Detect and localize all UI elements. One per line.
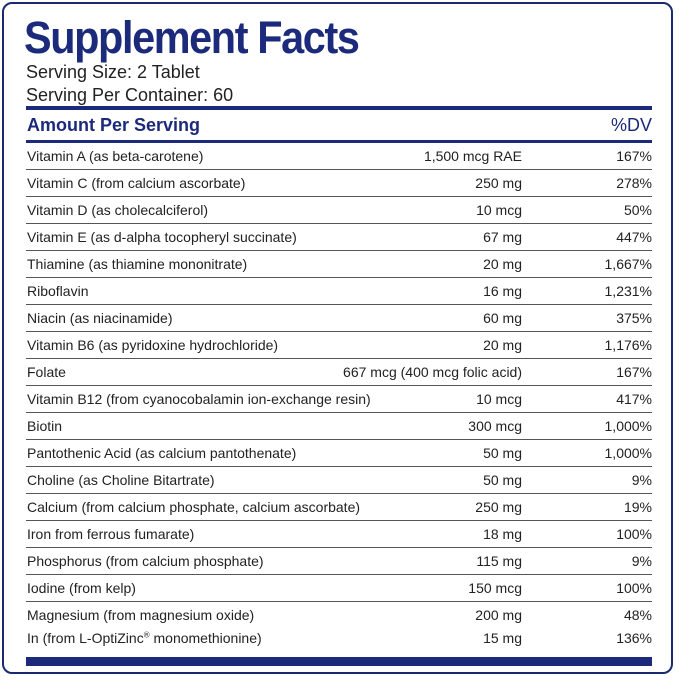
servings-per-container: Serving Per Container: 60 [26,85,234,105]
table-row: Vitamin E (as d-alpha tocopheryl succina… [26,224,652,251]
nutrient-name: Phosphorus (from calcium phosphate) [27,553,264,569]
nutrient-amount: 115 mg [476,553,522,569]
table-row: Magnesium (from magnesium oxide) 200 mg 48… [26,602,652,625]
nutrient-dv: 1,176% [604,337,652,353]
table-row: Phosphorus (from calcium phosphate) 115 m… [26,548,652,575]
nutrient-amount: 300 mcg [468,418,522,434]
nutrient-dv: 1,667% [604,256,652,272]
nutrient-amount: 250 mg [475,175,522,191]
serving-size: Serving Size: 2 Tablet [26,62,200,82]
nutrient-name: Magnesium (from magnesium oxide) [27,607,255,623]
nutrient-name: Vitamin E (as d-alpha tocopheryl succina… [27,229,297,245]
nutrient-amount: 20 mg [483,337,522,353]
bottom-bar [26,657,652,666]
nutrient-name: Vitamin B12 (from cyanocobalamin ion-exc… [27,391,371,407]
nutrient-name: In (from L-OptiZinc® monomethionine) [27,630,262,646]
nutrient-dv: 48% [623,607,652,623]
nutrient-amount: 60 mg [483,310,522,326]
nutrient-dv: 447% [616,229,652,245]
page-title: Supplement Facts [24,12,360,63]
nutrient-name: Iron from ferrous fumarate) [27,526,195,542]
nutrient-dv: 19% [623,499,652,515]
nutrient-dv: 375% [616,310,652,326]
nutrient-name: Niacin (as niacinamide) [27,310,173,326]
nutrient-dv: 9% [631,553,652,569]
nutrient-amount: 150 mcg [468,580,522,596]
table-row: Iron from ferrous fumarate) 18 mg 100% [26,521,652,548]
nutrient-name: Calcium (from calcium phosphate, calcium… [27,499,361,515]
table-row: Vitamin B12 (from cyanocobalamin ion-exc… [26,386,652,413]
nutrient-amount: 15 mg [483,630,522,646]
table-row: Pantothenic Acid (as calcium pantothenat… [26,440,652,467]
nutrient-name: Riboflavin [27,283,89,299]
nutrient-name: Iodine (from kelp) [27,580,136,596]
table-row: Vitamin A (as beta-carotene) 1,500 mcg RA… [26,143,652,170]
nutrient-dv: 100% [616,526,652,542]
table-row: Iodine (from kelp) 150 mcg 100% [26,575,652,602]
nutrient-name: Vitamin C (from calcium ascorbate) [27,175,246,191]
table-row: Folate 667 mcg (400 mcg folic acid) 167% [26,359,652,386]
nutrient-dv: 417% [616,391,652,407]
table-row: Vitamin D (as cholecalciferol) 10 mcg 50% [26,197,652,224]
table-row: Niacin (as niacinamide) 60 mg 375% [26,305,652,332]
nutrient-dv: 1,000% [604,445,652,461]
nutrient-dv: 50% [623,202,652,218]
nutrient-amount: 200 mg [475,607,522,623]
table-row: Riboflavin 16 mg 1,231% [26,278,652,305]
nutrient-amount: 667 mcg (400 mcg folic acid) [343,364,522,380]
nutrient-dv: 9% [631,472,652,488]
nutrient-name: Vitamin A (as beta-carotene) [27,148,204,164]
nutrient-dv: 136% [616,630,652,646]
nutrient-dv: 167% [616,364,652,380]
nutrient-name: Thiamine (as thiamine mononitrate) [27,256,248,272]
nutrient-amount: 250 mg [475,499,522,515]
nutrient-name: Folate [27,364,66,380]
nutrient-amount: 18 mg [483,526,522,542]
table-row: Choline (as Choline Bitartrate) 50 mg 9% [26,467,652,494]
nutrient-dv: 100% [616,580,652,596]
nutrient-dv: 1,000% [604,418,652,434]
nutrient-amount: 67 mg [483,229,522,245]
nutrient-dv: 1,231% [604,283,652,299]
nutrient-table: Vitamin A (as beta-carotene) 1,500 mcg RA… [26,143,652,648]
nutrient-amount: 10 mcg [476,391,522,407]
nutrient-amount: 16 mg [483,283,522,299]
nutrient-name: Vitamin D (as cholecalciferol) [27,202,209,218]
nutrient-amount: 20 mg [483,256,522,272]
nutrient-amount: 50 mg [483,445,522,461]
table-row: Vitamin C (from calcium ascorbate) 250 mg… [26,170,652,197]
table-row: Thiamine (as thiamine mononitrate) 20 mg 1… [26,251,652,278]
nutrient-name: Pantothenic Acid (as calcium pantothenat… [27,445,297,461]
table-row: Biotin 300 mcg 1,000% [26,413,652,440]
nutrient-amount: 50 mg [483,472,522,488]
header-divider [26,140,652,143]
top-divider [26,106,652,110]
nutrient-dv: 278% [616,175,652,191]
dv-header: %DV [610,115,652,135]
nutrient-dv: 167% [616,148,652,164]
amount-header: Amount Per Serving [27,115,201,135]
nutrient-name: Choline (as Choline Bitartrate) [27,472,215,488]
nutrient-name: Biotin [27,418,63,434]
table-row: In (from L-OptiZinc® monomethionine) 15 m… [26,625,652,648]
nutrient-amount: 10 mcg [476,202,522,218]
table-row: Calcium (from calcium phosphate, calcium… [26,494,652,521]
label-frame [2,2,673,674]
table-row: Vitamin B6 (as pyridoxine hydrochloride)… [26,332,652,359]
nutrient-name: Vitamin B6 (as pyridoxine hydrochloride) [27,337,279,353]
nutrient-amount: 1,500 mcg RAE [423,148,522,164]
